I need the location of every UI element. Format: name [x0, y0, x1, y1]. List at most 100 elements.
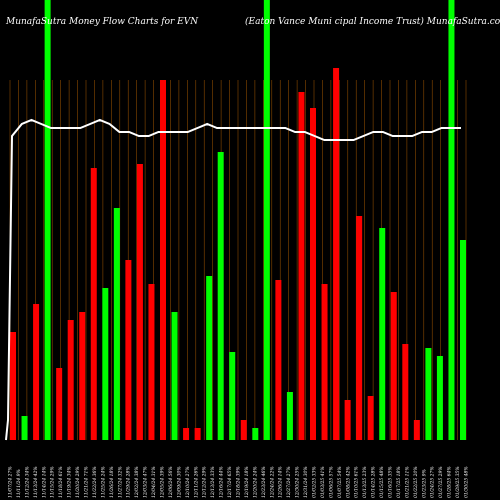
- inflow-bar: [425, 348, 432, 440]
- inflow-bar: [286, 392, 293, 440]
- x-tick-label: 01/17/25 18%: [396, 466, 402, 498]
- x-tick-label: 01/03/25 41%: [320, 466, 326, 498]
- outflow-bar: [10, 332, 16, 440]
- x-tick-label: 11/22/24 36%: [92, 466, 98, 498]
- chart-title-right: (Eaton Vance Muni cipal Income Trust) Mu…: [245, 16, 500, 27]
- x-tick-label: 12/12/24 29%: [202, 466, 208, 498]
- highlight-bar: [263, 0, 270, 440]
- inflow-bar: [113, 208, 120, 440]
- x-tick-label: 01/10/25 61%: [354, 466, 360, 498]
- outflow-bar: [390, 292, 397, 440]
- x-tick-label: 12/18/24 39%: [236, 466, 242, 498]
- outflow-bar: [33, 304, 40, 440]
- bars: [10, 0, 466, 440]
- outflow-bar: [240, 420, 247, 440]
- x-tick-label: 11/07/24 27%: [8, 466, 14, 498]
- x-tick-label: 01/21/25 11%: [404, 466, 410, 498]
- x-tick-label: 11/27/24 32%: [117, 466, 123, 498]
- outflow-bar: [275, 280, 282, 440]
- outflow-bar: [125, 260, 132, 440]
- outflow-bar: [67, 320, 74, 440]
- outflow-bar: [344, 400, 351, 440]
- x-tick-label: 12/02/24 38%: [134, 466, 140, 498]
- x-tick-label: 12/17/24 65%: [227, 466, 233, 498]
- x-tick-label: 11/20/24 29%: [75, 466, 81, 498]
- x-tick-label: 01/16/25 35%: [388, 466, 394, 498]
- x-tick-label: 11/12/24 34%: [24, 466, 30, 498]
- inflow-bar: [217, 152, 224, 440]
- x-tick-label: 12/26/24 14%: [278, 466, 284, 498]
- x-tick-label: 12/27/24 27%: [286, 466, 292, 498]
- x-tick-label: 12/30/24 25%: [295, 466, 301, 498]
- outflow-bar: [56, 368, 63, 440]
- x-tick-label: 12/24/24 22%: [269, 466, 275, 498]
- x-tick-label: 12/09/24 30%: [176, 466, 182, 498]
- x-tick-label: 01/22/25 20%: [413, 466, 419, 498]
- x-tick-label: 12/19/24 18%: [244, 466, 250, 498]
- outflow-bar: [321, 284, 328, 440]
- money-flow-line: [5, 118, 461, 441]
- outflow-bar: [310, 108, 316, 440]
- x-tick-label: 11/14/24 14%: [41, 466, 47, 498]
- x-tick-label: 01/06/25 57%: [328, 466, 334, 498]
- chart-title-left: MunafaSutra Money Flow Charts for EVN: [5, 17, 199, 27]
- x-tick-label: 12/16/24 44%: [219, 466, 225, 498]
- x-tick-label: 11/15/24 29%: [50, 466, 56, 498]
- outflow-bar: [90, 168, 97, 440]
- inflow-bar: [102, 288, 109, 440]
- x-tick-label: 01/08/25 42%: [345, 466, 351, 498]
- x-tick-label: 12/11/24 26%: [193, 466, 199, 498]
- inflow-bar: [21, 416, 28, 440]
- outflow-bar: [79, 312, 86, 440]
- x-tick-label: 01/28/25 64%: [447, 466, 453, 498]
- inflow-bar: [379, 228, 386, 440]
- outflow-bar: [402, 344, 409, 440]
- x-tick-label: 12/20/24 24%: [252, 466, 258, 498]
- x-tick-label: 01/15/25 48%: [379, 466, 385, 498]
- inflow-bar: [460, 240, 466, 440]
- outflow-bar: [148, 284, 155, 440]
- x-tick-label: 01/02/25 33%: [312, 466, 318, 498]
- x-tick-label: 01/07/25 54%: [337, 466, 343, 498]
- x-tick-label: 11/25/24 24%: [100, 466, 106, 498]
- outflow-bar: [367, 396, 374, 440]
- x-tick-label: 11/18/24 61%: [58, 466, 64, 498]
- highlight-bar: [44, 0, 51, 440]
- outflow-bar: [183, 428, 190, 440]
- x-tick-label: 01/13/25 23%: [362, 466, 368, 498]
- x-tick-label: 01/30/25 48%: [464, 466, 470, 498]
- x-tick-label: 01/14/25 28%: [371, 466, 377, 498]
- x-tick-label: 12/10/24 27%: [185, 466, 191, 498]
- x-tick-label: 12/03/24 47%: [143, 466, 149, 498]
- x-tick-label: 11/11/24 9%: [16, 469, 22, 498]
- x-tick-label: 11/29/24 28%: [126, 466, 132, 498]
- inflow-bar: [229, 352, 236, 440]
- outflow-bar: [413, 420, 420, 440]
- x-tick-label: 12/04/24 31%: [151, 466, 157, 498]
- x-tick-label: 12/23/24 46%: [261, 466, 267, 498]
- x-tick-label: 11/26/24 18%: [109, 466, 115, 498]
- x-tick-label: 12/05/24 39%: [160, 466, 166, 498]
- outflow-bar: [136, 164, 143, 440]
- x-tick-label: 11/21/24 71%: [84, 466, 90, 498]
- inflow-bar: [436, 356, 443, 440]
- inflow-bar: [171, 312, 178, 440]
- x-tick-label: 12/06/24 56%: [168, 466, 174, 498]
- x-tick-label: 01/29/25 35%: [455, 466, 461, 498]
- outflow-bar: [160, 80, 166, 440]
- x-tick-label: 12/13/24 33%: [210, 466, 216, 498]
- outflow-bar: [333, 68, 340, 440]
- x-tick-label: 11/19/24 34%: [67, 466, 73, 498]
- outflow-bar: [298, 92, 305, 440]
- x-tick-label: 11/13/24 42%: [33, 466, 39, 498]
- highlight-bar: [448, 0, 455, 440]
- x-tick-label: 01/23/25 9%: [421, 469, 427, 498]
- x-tick-label: 01/24/25 27%: [430, 466, 436, 498]
- outflow-bar: [356, 216, 363, 440]
- x-tick-label: 12/31/24 30%: [303, 466, 309, 498]
- x-tick-labels: 11/07/24 27% 11/11/24 9% 11/12/24 34% 11/13…: [8, 466, 470, 498]
- inflow-bar: [206, 276, 213, 440]
